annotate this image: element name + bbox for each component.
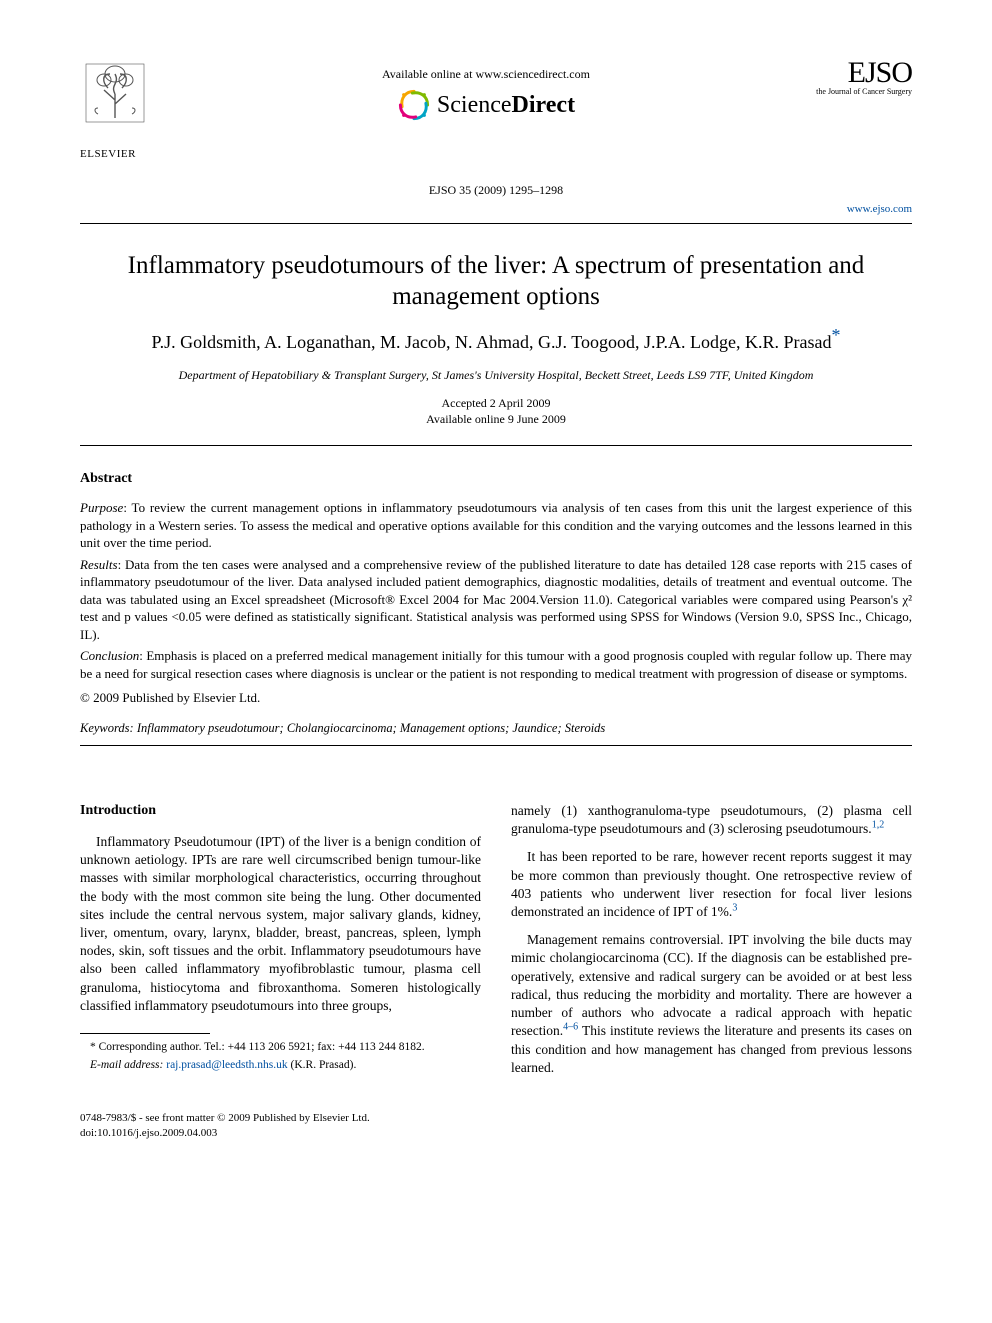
purpose-label: Purpose xyxy=(80,500,123,515)
ref-3[interactable]: 3 xyxy=(732,903,737,914)
intro-para-4: Management remains controversial. IPT in… xyxy=(511,931,912,1077)
abstract-top-rule xyxy=(80,445,912,446)
ejso-logo: EJSO xyxy=(792,60,912,86)
author-list: P.J. Goldsmith, A. Loganathan, M. Jacob,… xyxy=(80,330,912,354)
sciencedirect-wordmark: ScienceDirect xyxy=(437,89,575,121)
conclusion-label: Conclusion xyxy=(80,648,139,663)
email-address[interactable]: raj.prasad@leedsth.nhs.uk xyxy=(163,1059,287,1071)
conclusion-text: : Emphasis is placed on a preferred medi… xyxy=(80,648,912,681)
elsevier-label: ELSEVIER xyxy=(80,147,150,162)
keywords-line: Keywords: Inflammatory pseudotumour; Cho… xyxy=(80,720,912,737)
article-title: Inflammatory pseudotumours of the liver:… xyxy=(120,250,872,313)
left-column: Introduction Inflammatory Pseudotumour (… xyxy=(80,802,481,1087)
online-date: Available online 9 June 2009 xyxy=(80,411,912,427)
keywords-text: Inflammatory pseudotumour; Cholangiocarc… xyxy=(134,721,606,735)
ejso-subtitle: the Journal of Cancer Surgery xyxy=(792,88,912,97)
intro-para-1: Inflammatory Pseudotumour (IPT) of the l… xyxy=(80,833,481,1015)
abstract-bottom-rule xyxy=(80,745,912,746)
email-label: E-mail address: xyxy=(90,1059,163,1071)
authors-text: P.J. Goldsmith, A. Loganathan, M. Jacob,… xyxy=(152,332,832,352)
right-column: namely (1) xanthogranuloma-type pseudotu… xyxy=(511,802,912,1087)
purpose-text: : To review the current management optio… xyxy=(80,500,912,550)
abstract-results: Results: Data from the ten cases were an… xyxy=(80,556,912,644)
email-attribution: (K.R. Prasad). xyxy=(288,1059,357,1071)
bibliographic-line: EJSO 35 (2009) 1295–1298 xyxy=(80,182,912,198)
results-label: Results xyxy=(80,557,118,572)
p2-text: namely (1) xanthogranuloma-type pseudotu… xyxy=(511,803,912,836)
accepted-date: Accepted 2 April 2009 xyxy=(80,395,912,411)
header-rule xyxy=(80,223,912,224)
publication-dates: Accepted 2 April 2009 Available online 9… xyxy=(80,395,912,427)
journal-url[interactable]: www.ejso.com xyxy=(80,202,912,217)
results-text: : Data from the ten cases were analysed … xyxy=(80,557,912,642)
abstract-purpose: Purpose: To review the current managemen… xyxy=(80,499,912,552)
sciencedirect-swirl-icon xyxy=(397,88,431,122)
journal-header: ELSEVIER Available online at www.science… xyxy=(80,60,912,164)
sd-word-direct: Direct xyxy=(512,92,576,118)
footnote-separator xyxy=(80,1033,210,1034)
abstract-heading: Abstract xyxy=(80,470,912,489)
intro-para-2: namely (1) xanthogranuloma-type pseudotu… xyxy=(511,802,912,838)
journal-logo-block: EJSO the Journal of Cancer Surgery xyxy=(792,60,912,96)
corresponding-mark: * xyxy=(831,325,840,345)
intro-para-3: It has been reported to be rare, however… xyxy=(511,848,912,921)
doi-line: doi:10.1016/j.ejso.2009.04.003 xyxy=(80,1126,912,1141)
abstract-body: Purpose: To review the current managemen… xyxy=(80,499,912,706)
front-matter-line: 0748-7983/$ - see front matter © 2009 Pu… xyxy=(80,1111,912,1126)
header-center: Available online at www.sciencedirect.co… xyxy=(180,60,792,129)
publisher-logo-block: ELSEVIER xyxy=(80,60,180,164)
p3-text: It has been reported to be rare, however… xyxy=(511,849,912,919)
email-footnote: E-mail address: raj.prasad@leedsth.nhs.u… xyxy=(80,1058,481,1074)
abstract-copyright: © 2009 Published by Elsevier Ltd. xyxy=(80,689,912,707)
corresponding-footnote: * Corresponding author. Tel.: +44 113 20… xyxy=(80,1040,481,1056)
keywords-label: Keywords: xyxy=(80,721,134,735)
introduction-heading: Introduction xyxy=(80,802,481,821)
footnotes: * Corresponding author. Tel.: +44 113 20… xyxy=(80,1040,481,1073)
elsevier-tree-icon xyxy=(80,60,150,140)
sciencedirect-logo: ScienceDirect xyxy=(397,88,575,122)
affiliation: Department of Hepatobiliary & Transplant… xyxy=(80,367,912,383)
available-online-text: Available online at www.sciencedirect.co… xyxy=(180,66,792,82)
sd-word-science: Science xyxy=(437,92,512,118)
abstract-conclusion: Conclusion: Emphasis is placed on a pref… xyxy=(80,647,912,682)
elsevier-logo: ELSEVIER xyxy=(80,60,150,140)
body-columns: Introduction Inflammatory Pseudotumour (… xyxy=(80,802,912,1087)
ref-4-6[interactable]: 4–6 xyxy=(563,1022,578,1033)
ref-1-2[interactable]: 1,2 xyxy=(872,820,885,831)
doi-block: 0748-7983/$ - see front matter © 2009 Pu… xyxy=(80,1111,912,1141)
